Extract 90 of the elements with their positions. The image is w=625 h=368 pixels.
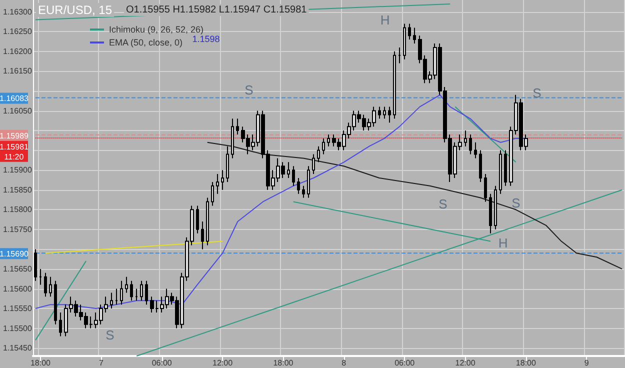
candlestick <box>216 174 219 194</box>
candlestick <box>140 280 143 302</box>
candlestick <box>403 23 406 60</box>
candlestick <box>474 142 477 159</box>
x-tick-label: 12:00 <box>455 358 476 368</box>
candlestick <box>125 276 128 294</box>
y-tick-label: 1.15450 <box>2 344 32 353</box>
y-tick-label: 1.15900 <box>2 166 32 175</box>
candlestick <box>145 280 148 306</box>
candlestick <box>297 178 300 194</box>
y-tick-label: 1.15750 <box>2 224 32 234</box>
annotation: S <box>244 82 254 98</box>
x-tick-label: 06:00 <box>152 358 172 368</box>
candlestick <box>317 146 320 163</box>
x-tick-label: 18:00 <box>516 358 536 368</box>
candlestick <box>413 27 416 44</box>
candlestick <box>479 150 482 182</box>
candlestick <box>378 106 381 120</box>
annotation: S <box>106 328 115 342</box>
y-tick-label: 1.15850 <box>2 185 32 194</box>
candlestick <box>408 23 411 40</box>
y-tick-label: 1.16150 <box>2 66 32 76</box>
candlestick <box>110 292 113 310</box>
annotation: H <box>380 12 390 28</box>
legend-label: Ichimoku (9, 26, 52, 26) <box>109 24 204 34</box>
candlestick <box>231 118 234 159</box>
candlestick <box>494 185 497 230</box>
ref-line-label: 1.16083 <box>0 94 30 104</box>
y-tick-label: 1.15800 <box>2 205 32 214</box>
y-tick-label: 1.16250 <box>2 27 32 36</box>
candlestick <box>236 118 239 135</box>
candlestick <box>469 134 472 155</box>
x-tick-label: 7 <box>98 358 104 368</box>
candlestick <box>130 280 133 302</box>
ref-line-label: 1.15989 <box>0 131 30 140</box>
annotation: S <box>438 196 448 212</box>
candlestick <box>393 50 396 120</box>
candlestick <box>120 280 123 306</box>
candlestick <box>221 170 224 190</box>
candlestick <box>383 106 386 120</box>
candlestick <box>499 150 502 194</box>
x-tick-label: 18:00 <box>273 358 294 368</box>
candlestick <box>312 154 315 175</box>
candlestick <box>287 162 290 178</box>
x-tick-label: 06:00 <box>394 358 416 368</box>
candlestick <box>327 134 330 147</box>
candlestick <box>302 185 305 198</box>
candlestick <box>388 106 391 124</box>
candlestick <box>206 197 209 246</box>
candlestick <box>39 268 42 286</box>
candlestick <box>115 288 118 306</box>
candlestick <box>484 174 487 202</box>
line-series <box>34 94 526 310</box>
chart-subtitle: O1.15955 H1.15982 L1.15947 C1.15981 <box>126 4 308 16</box>
x-tick-label: 9 <box>584 358 590 368</box>
candlestick <box>54 280 57 325</box>
candlestick <box>196 205 199 234</box>
annotation: H <box>498 236 508 250</box>
annotation: S <box>512 196 521 210</box>
candlestick <box>226 146 229 182</box>
candlestick <box>211 181 214 206</box>
y-tick-label: 1.15650 <box>2 264 32 274</box>
y-tick-label: 1.15600 <box>2 284 32 294</box>
candlestick <box>135 288 138 302</box>
annotation: 1.1598 <box>192 34 220 44</box>
candlestick <box>201 221 204 250</box>
annotation: S <box>532 86 542 100</box>
line-series <box>206 142 623 270</box>
candlestick <box>292 166 295 186</box>
y-tick-label: 1.16200 <box>2 46 32 56</box>
candlestick <box>398 46 401 64</box>
candlestick <box>322 138 325 155</box>
candlestick <box>59 312 62 337</box>
chart-title: EUR/USD, 15 <box>38 3 112 17</box>
x-tick-label: 8 <box>342 358 347 368</box>
candlestick <box>489 193 492 234</box>
x-tick-label: 18:00 <box>30 358 52 368</box>
candlestick <box>34 248 37 282</box>
candlestick <box>464 130 467 147</box>
x-tick-label: 12:00 <box>212 358 234 368</box>
y-tick-label: 1.15550 <box>2 304 32 314</box>
candlestick <box>504 150 507 186</box>
candlestick <box>49 276 52 298</box>
y-tick-label: 1.15500 <box>2 324 32 333</box>
legend-label: EMA (50, close, 0) <box>109 38 183 48</box>
candlestick <box>307 166 310 198</box>
ref-line-label: 1.15981 11:20 <box>0 142 30 162</box>
y-tick-label: 1.16050 <box>2 106 32 116</box>
y-tick-label: 1.16300 <box>2 7 32 16</box>
candlestick <box>44 272 47 298</box>
